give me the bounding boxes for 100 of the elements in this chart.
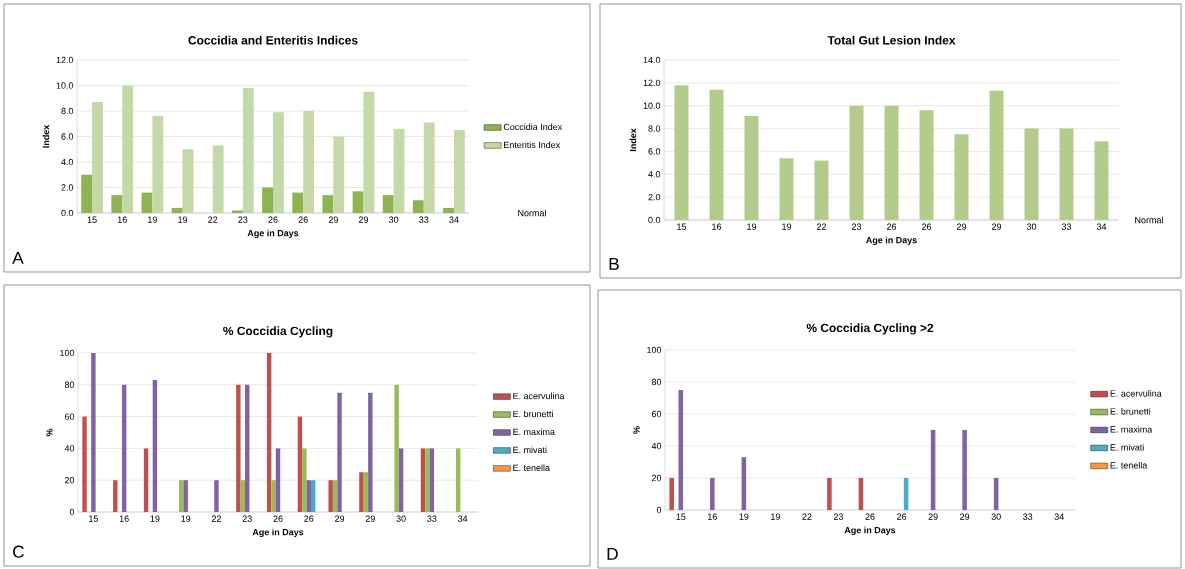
bar xyxy=(827,478,832,510)
bar xyxy=(262,187,273,213)
x-tick-label: 29 xyxy=(956,223,967,230)
bar xyxy=(814,160,829,220)
x-tick-label: 22 xyxy=(802,513,812,520)
x-tick-label: 33 xyxy=(419,216,429,223)
bar xyxy=(1094,141,1109,220)
legend-label: E. acervulina xyxy=(513,392,565,400)
bar xyxy=(242,88,254,213)
legend-label: E. tenella xyxy=(513,464,550,471)
bar xyxy=(328,480,333,512)
x-tick-label: 23 xyxy=(242,515,252,522)
x-tick-label: 16 xyxy=(712,223,722,230)
bar xyxy=(236,384,241,512)
text: Normal xyxy=(518,209,546,217)
bar xyxy=(171,207,183,213)
x-tick-label: 26 xyxy=(304,515,314,522)
y-tick-label: 0 xyxy=(656,506,662,514)
bar xyxy=(1024,128,1039,220)
x-tick-label: 15 xyxy=(89,515,98,522)
y-tick-label: 10.0 xyxy=(643,102,661,109)
y-tick-label: 2.0 xyxy=(648,193,661,201)
x-tick-label: 33 xyxy=(1023,513,1033,520)
bar xyxy=(231,210,243,213)
x-axis-title: Age in Days xyxy=(866,236,917,246)
bar xyxy=(429,448,435,512)
y-tick-label: 80 xyxy=(64,381,75,388)
x-tick-label: 15 xyxy=(677,223,687,230)
bar xyxy=(382,195,394,213)
y-tick-label: 2.0 xyxy=(61,184,74,191)
x-tick-label: 29 xyxy=(335,515,345,522)
y-tick-label: 100 xyxy=(647,346,662,354)
bar xyxy=(212,145,224,213)
x-tick-label: 19 xyxy=(771,513,780,520)
y-tick-label: 12.0 xyxy=(56,56,74,64)
bar xyxy=(92,102,103,213)
y-axis-title: % xyxy=(633,426,640,434)
x-tick-label: 19 xyxy=(782,223,792,230)
bar xyxy=(245,384,250,512)
bar xyxy=(141,192,153,213)
chart-title: Total Gut Lesion Index xyxy=(827,35,956,45)
x-tick-label: 23 xyxy=(238,216,248,223)
bar xyxy=(398,448,404,512)
y-tick-label: 8.0 xyxy=(648,125,661,132)
x-axis-title: Age in Days xyxy=(844,526,896,536)
bar xyxy=(271,480,276,512)
x-tick-label: 26 xyxy=(897,513,907,520)
y-tick-label: 10.0 xyxy=(56,82,74,89)
x-tick-label: 29 xyxy=(328,216,338,223)
bar xyxy=(297,416,303,512)
chart-title: % Coccidia Cycling >2 xyxy=(806,323,934,335)
x-axis-title: Age in Days xyxy=(252,528,304,538)
bar xyxy=(266,353,272,512)
text: Normal xyxy=(1135,216,1163,224)
bar xyxy=(214,480,219,512)
y-axis-title: Index xyxy=(629,128,637,152)
bar xyxy=(292,192,304,213)
x-tick-label: 22 xyxy=(816,223,827,230)
bar xyxy=(453,130,465,213)
x-tick-label: 29 xyxy=(960,513,970,520)
x-tick-label: 16 xyxy=(708,513,717,520)
bar xyxy=(352,191,364,213)
bar xyxy=(954,134,969,220)
bar xyxy=(1059,128,1074,220)
bar xyxy=(779,158,794,220)
x-tick-label: 34 xyxy=(1054,513,1064,520)
bar xyxy=(91,353,96,512)
x-tick-label: 29 xyxy=(358,216,369,223)
bar xyxy=(425,448,430,512)
bar xyxy=(111,195,123,213)
bar xyxy=(122,85,134,213)
bar xyxy=(849,105,864,220)
bar xyxy=(709,89,724,220)
x-tick-label: 26 xyxy=(268,216,278,223)
bar xyxy=(183,480,188,512)
x-tick-label: 33 xyxy=(1061,223,1072,230)
bar xyxy=(333,136,345,213)
legend-label: Coccidia Index xyxy=(503,123,563,131)
x-tick-label: 15 xyxy=(87,216,97,223)
bar xyxy=(368,392,373,512)
bar xyxy=(302,448,307,512)
y-tick-label: 12.0 xyxy=(643,79,661,87)
bar xyxy=(744,116,759,220)
bar xyxy=(306,480,311,512)
y-tick-label: 8.0 xyxy=(61,107,74,115)
bar xyxy=(412,200,424,213)
x-axis-title: Age in Days xyxy=(247,229,299,239)
x-tick-label: 26 xyxy=(921,223,932,230)
bar xyxy=(919,110,934,220)
text: C xyxy=(13,545,24,558)
x-tick-label: 33 xyxy=(427,515,437,522)
bar xyxy=(182,149,194,213)
y-tick-label: 20 xyxy=(64,477,75,484)
bar xyxy=(303,111,315,213)
text: A xyxy=(12,251,24,264)
y-tick-label: 80 xyxy=(651,378,662,386)
bar xyxy=(113,480,118,512)
y-tick-label: 6.0 xyxy=(648,148,661,155)
x-tick-label: 29 xyxy=(991,223,1002,230)
legend-label: E. maxima xyxy=(513,428,555,436)
